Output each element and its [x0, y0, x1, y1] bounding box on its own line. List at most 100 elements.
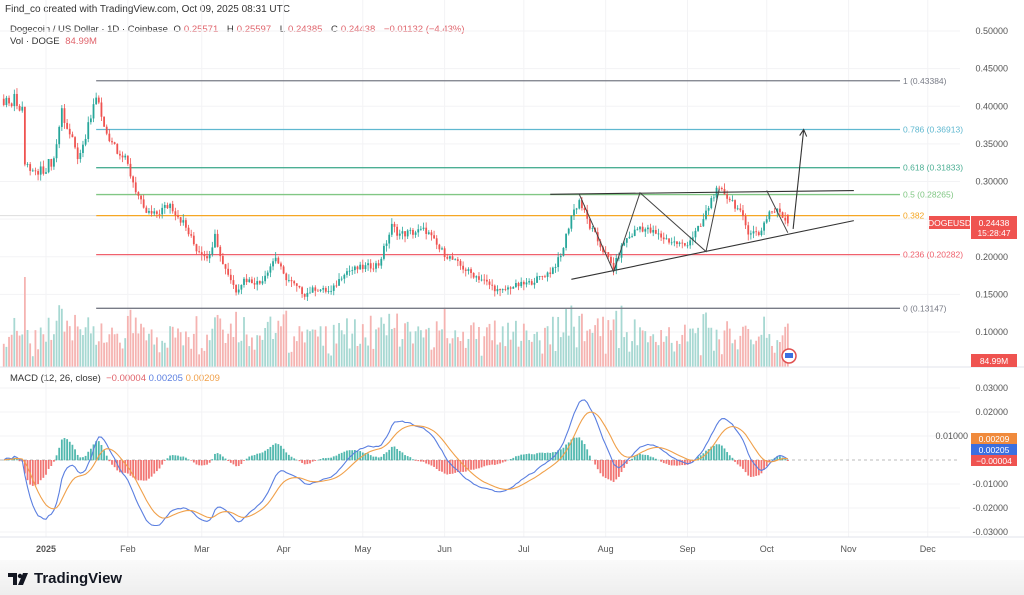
macd-histogram-bar: [68, 441, 71, 461]
volume-bar: [470, 325, 472, 367]
close-label: C: [331, 24, 338, 35]
macd-histogram-bar: [243, 460, 245, 461]
volume-bar: [488, 323, 491, 367]
price-chart[interactable]: 1 (0.43384) 0.786 (0.36913) 0.618 (0.31833…: [0, 0, 1024, 560]
volume-bar: [227, 333, 230, 367]
macd-histogram-bar: [467, 460, 470, 471]
macd-histogram-bar: [739, 460, 742, 467]
volume-bar: [567, 335, 570, 367]
volume-bar: [443, 307, 446, 367]
price-badges: DOGEUSD 0.24438 15:28:47 84.99M 0.00209 …: [928, 216, 1017, 466]
volume-bar: [97, 341, 100, 367]
volume-bar: [404, 323, 406, 367]
candle-body: [53, 158, 55, 167]
macd-histogram-bar: [390, 446, 393, 461]
macd-histogram-bar: [190, 460, 193, 461]
candle-body: [620, 245, 623, 258]
candle-body: [140, 195, 142, 200]
volume-bar: [702, 314, 705, 367]
volume-bar: [427, 327, 430, 367]
volume-bar: [364, 337, 367, 367]
macd-histogram-bar: [79, 457, 82, 461]
volume-bar: [406, 321, 409, 367]
volume-bar: [625, 332, 628, 367]
volume-bar: [155, 337, 158, 367]
candle-body: [324, 288, 327, 292]
symbol-title[interactable]: Dogecoin / US Dollar · 1D · Coinbase: [10, 24, 168, 35]
candle-body: [776, 208, 779, 213]
volume-bar: [108, 334, 111, 367]
candle-body: [353, 266, 356, 271]
candle-body: [317, 290, 319, 292]
macd-histogram-bar: [45, 460, 47, 475]
macd-histogram-bar: [335, 455, 338, 461]
macd-histogram-bar: [290, 456, 293, 461]
candle-body: [219, 246, 222, 257]
candle-body: [451, 256, 454, 260]
macd-histogram-bar: [322, 458, 325, 461]
logo-text: TradingView: [34, 570, 123, 587]
macd-tick-label: 0.02000: [975, 407, 1008, 417]
volume-bar: [396, 313, 399, 367]
macd-histogram-bar: [610, 460, 612, 481]
volume-bar: [295, 341, 298, 367]
macd-histogram-bar: [483, 460, 486, 467]
volume-bar: [594, 325, 597, 367]
macd-histogram-bar: [71, 444, 74, 461]
macd-histogram-bar: [42, 460, 45, 478]
volume-bar: [781, 335, 784, 367]
volume-bar: [256, 335, 259, 367]
volume-bar: [171, 326, 174, 367]
candle-body: [332, 285, 335, 291]
volume-bar: [718, 339, 721, 367]
volume-label[interactable]: Vol · DOGE: [10, 36, 60, 47]
time-tick-label: Apr: [277, 544, 291, 554]
candle-body: [449, 256, 451, 259]
tradingview-logo[interactable]: TradingView: [8, 570, 122, 587]
candle-body: [103, 116, 105, 127]
macd-histogram-bar: [330, 457, 333, 461]
macd-legend[interactable]: MACD (12, 26, close) −0.00004 0.00205 0.…: [10, 373, 220, 384]
candle-body: [525, 282, 528, 285]
flag-icon[interactable]: [781, 348, 797, 364]
candle-body: [570, 215, 573, 229]
candle-body: [546, 272, 549, 277]
volume-bar: [607, 320, 610, 367]
candle-body: [559, 255, 562, 258]
macd-histogram-bar: [60, 439, 63, 461]
macd-histogram-bar: [446, 460, 449, 475]
fib-level-label: 0.236 (0.20282): [903, 250, 963, 260]
candle-body: [760, 230, 763, 235]
candle-body: [92, 104, 95, 119]
candle-body: [303, 293, 306, 297]
volume-bar: [298, 326, 301, 367]
macd-histogram-bar: [530, 454, 533, 461]
price-tick-label: 0.35000: [975, 139, 1008, 149]
macd-histogram-bar: [559, 449, 562, 461]
macd-histogram-bar: [438, 460, 441, 472]
volume-bar: [599, 336, 602, 367]
volume-badge: 84.99M: [980, 356, 1008, 366]
volume-bar: [652, 334, 655, 367]
candle-body: [253, 283, 256, 285]
candle-body: [488, 281, 491, 285]
macd-histogram-bar: [462, 460, 465, 472]
volume-bar: [31, 356, 34, 367]
macd-histogram-bar: [398, 450, 401, 461]
macd-histogram-bar: [92, 444, 95, 461]
volume-bar: [462, 331, 465, 367]
macd-histogram-bar: [221, 456, 224, 461]
volume-bar: [55, 320, 58, 367]
macd-histogram-bar: [280, 445, 282, 461]
candle-body: [464, 269, 467, 271]
macd-histogram-bar: [76, 454, 79, 461]
candle-body: [401, 231, 404, 234]
macd-histogram-bar: [232, 460, 235, 465]
candle-body: [361, 264, 364, 270]
volume-bar: [266, 321, 269, 367]
candle-body: [18, 105, 21, 111]
macd-histogram-bar: [89, 448, 92, 461]
fib-level-label: 0.618 (0.31833): [903, 163, 963, 173]
candle-body: [771, 211, 773, 213]
macd-histogram-bar: [443, 460, 446, 474]
